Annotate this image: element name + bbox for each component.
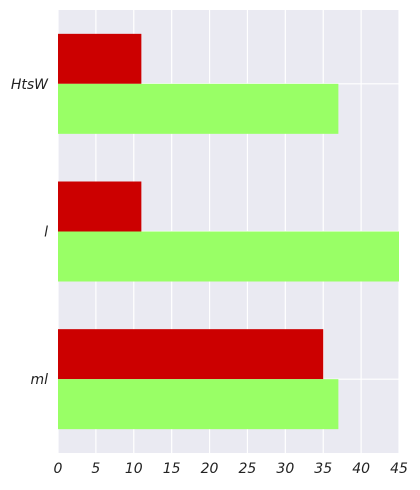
x-tick-label: 35	[314, 461, 332, 477]
category-labels: HtsW l ml	[11, 77, 49, 388]
x-tick-label: 45	[390, 461, 408, 477]
bar-l-series-2	[58, 231, 399, 282]
x-tick-label: 20	[201, 461, 219, 477]
category-label: l	[44, 225, 48, 241]
x-tick-label: 0	[54, 461, 63, 477]
bar-ml-series-2	[58, 379, 339, 430]
bar-ml-series-1	[58, 329, 324, 380]
x-tick-label: 5	[91, 461, 100, 477]
x-tick-label: 40	[352, 461, 370, 477]
x-tick-label: 25	[239, 461, 257, 477]
x-tick-label: 30	[276, 461, 294, 477]
category-label: ml	[30, 372, 48, 388]
x-tick-labels: 0 5 10 15 20 25 30 35 40 45	[54, 461, 408, 477]
category-label: HtsW	[11, 77, 49, 93]
bars	[58, 33, 399, 430]
x-tick-label: 15	[163, 461, 181, 477]
bar-HtsW-series-2	[58, 83, 339, 134]
bar-HtsW-series-1	[58, 33, 142, 84]
x-tick-label: 10	[125, 461, 143, 477]
bar-l-series-1	[58, 181, 142, 232]
